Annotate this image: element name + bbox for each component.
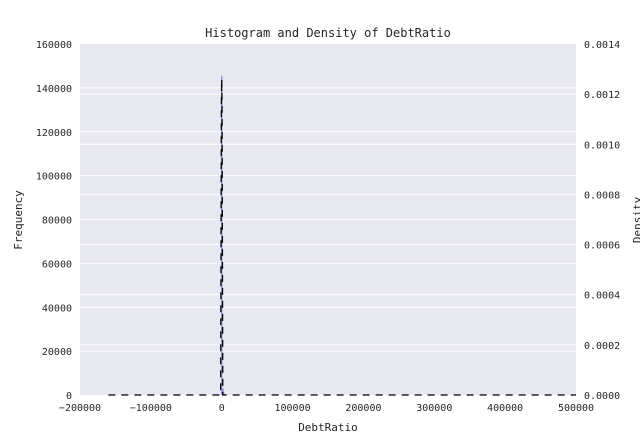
y2-tick-label: 0.0012 [584, 90, 620, 101]
x-tick-label: 500000 [558, 403, 594, 414]
y-tick-label: 0 [66, 391, 72, 402]
x-tick-label: 200000 [345, 403, 381, 414]
histogram-bars [221, 75, 226, 395]
density-line [108, 79, 576, 396]
y-axis-ticks: 0 20000 40000 60000 80000 100000 120000 140000 1… [36, 40, 72, 402]
y2-axis-ticks: 0.0000 0.0002 0.0004 0.0006 0.0008 0.0010 0.00… [584, 40, 620, 402]
x-tick-label: −200000 [59, 403, 101, 414]
x-axis-ticks: −200000 −100000 0 100000 200000 300000 400000 5… [59, 403, 594, 414]
x-tick-label: 300000 [416, 403, 452, 414]
y2-axis-label: Density [631, 196, 640, 243]
x-tick-label: 100000 [275, 403, 311, 414]
histogram-bar [221, 75, 223, 395]
y2-tick-label: 0.0002 [584, 341, 620, 352]
y-tick-label: 120000 [36, 128, 72, 139]
y-gridlines [80, 87, 576, 352]
y2-gridlines [80, 93, 576, 346]
y-axis-label: Frequency [12, 190, 25, 250]
chart-title: Histogram and Density of DebtRatio [205, 26, 451, 40]
y-tick-label: 100000 [36, 172, 72, 183]
y2-tick-label: 0.0008 [584, 190, 620, 201]
x-tick-label: 0 [219, 403, 225, 414]
y2-tick-label: 0.0006 [584, 241, 620, 252]
y2-tick-label: 0.0004 [584, 291, 620, 302]
x-tick-label: −100000 [130, 403, 172, 414]
y2-tick-label: 0.0000 [584, 391, 620, 402]
y2-tick-label: 0.0010 [584, 140, 620, 151]
y-tick-label: 20000 [42, 347, 72, 358]
y-tick-label: 140000 [36, 84, 72, 95]
y2-tick-label: 0.0014 [584, 40, 620, 51]
x-tick-label: 400000 [487, 403, 523, 414]
y-tick-label: 80000 [42, 216, 72, 227]
x-axis-label: DebtRatio [298, 421, 358, 434]
y-tick-label: 160000 [36, 40, 72, 51]
y-tick-label: 40000 [42, 303, 72, 314]
histogram-bar [223, 393, 226, 395]
y-tick-label: 60000 [42, 259, 72, 270]
histogram-bar [222, 388, 224, 395]
